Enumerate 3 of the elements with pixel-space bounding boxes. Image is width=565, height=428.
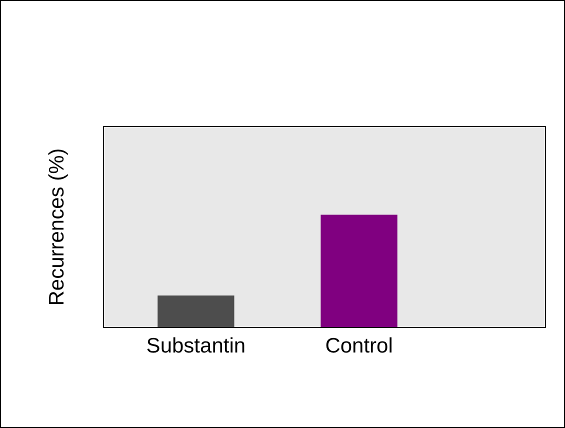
x-tick-label: Substantin — [146, 334, 246, 358]
x-tick-label: Control — [325, 334, 393, 358]
y-axis-title: Recurrences (%) — [46, 148, 68, 306]
